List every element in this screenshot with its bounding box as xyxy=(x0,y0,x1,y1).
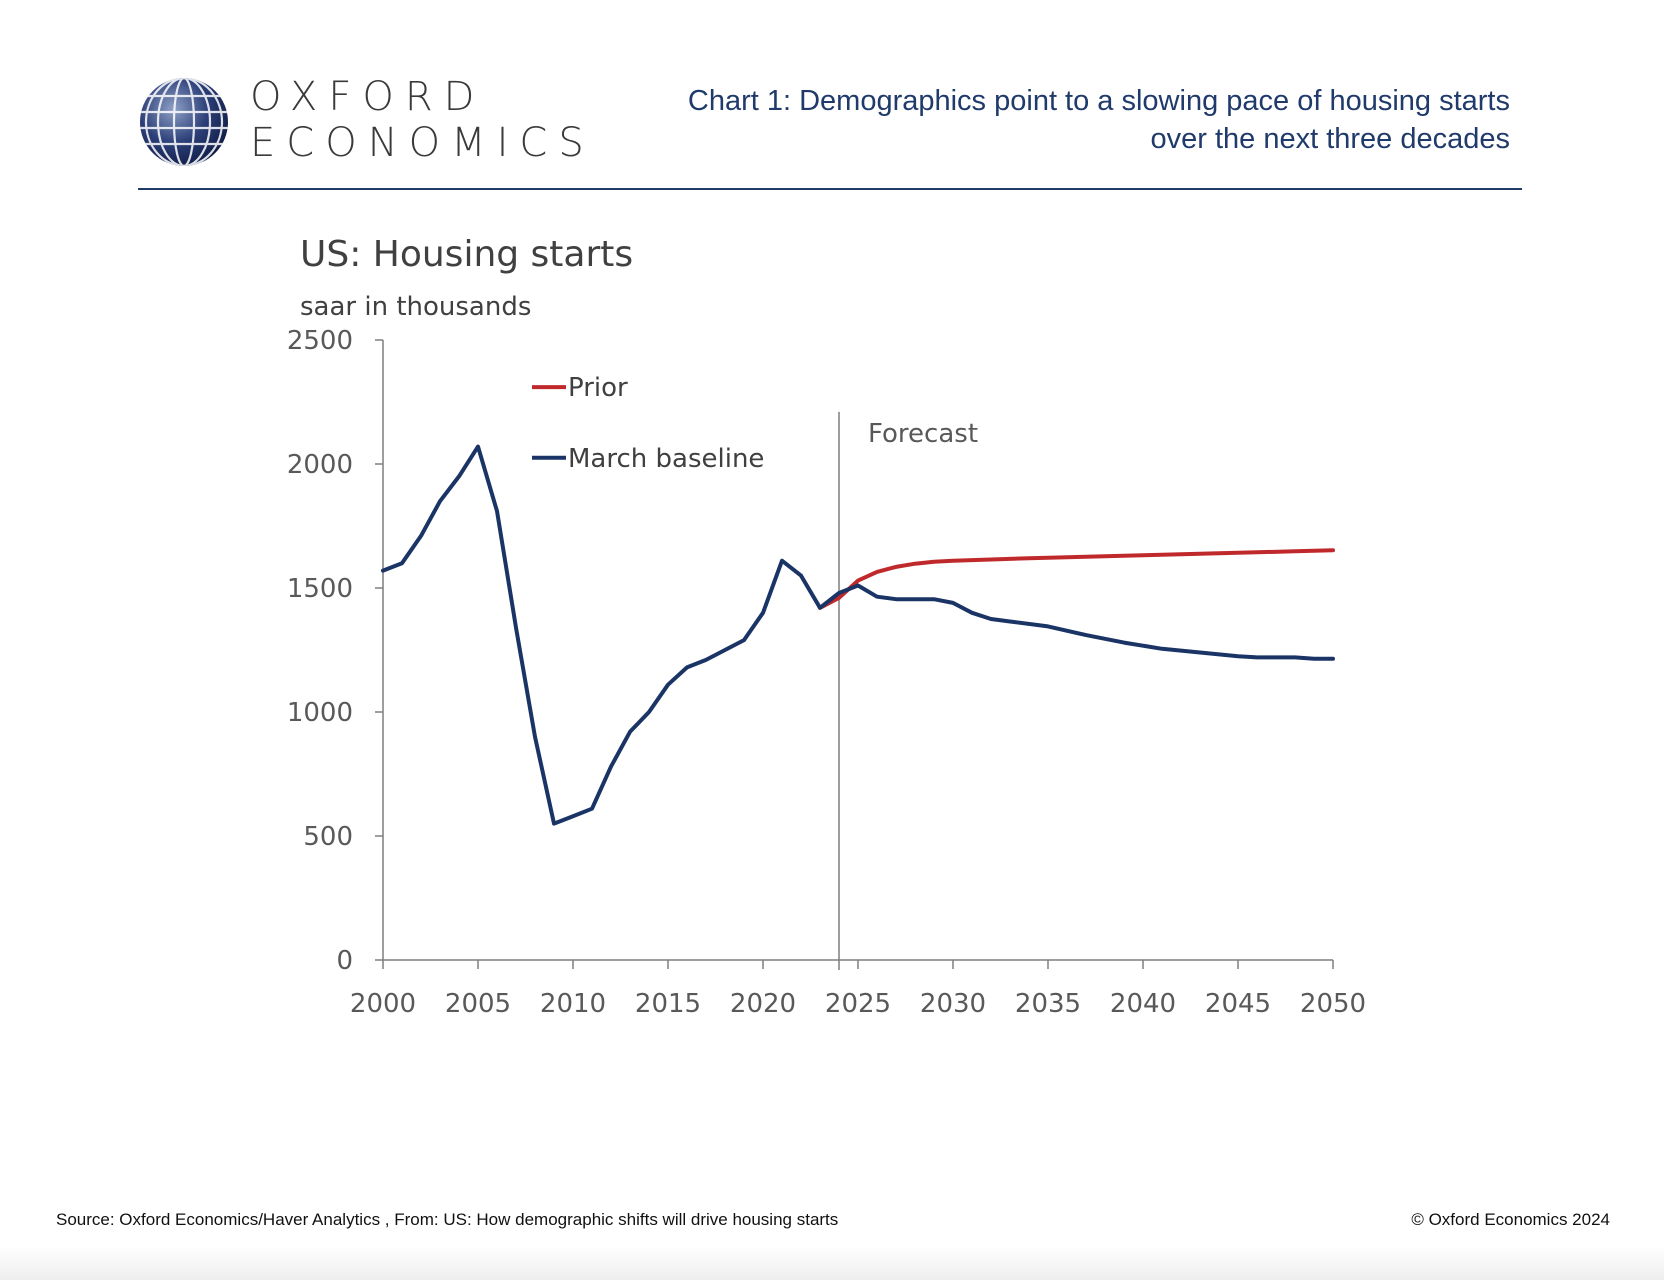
x-tick-label: 2040 xyxy=(1110,989,1176,1019)
chart-subtitle: saar in thousands xyxy=(300,292,531,322)
y-tick-label: 2000 xyxy=(287,450,353,480)
y-tick-label: 1500 xyxy=(287,574,353,604)
page-title-line2: over the next three decades xyxy=(1150,123,1510,155)
y-tick-label: 1000 xyxy=(287,698,353,728)
page-title-line1: Chart 1: Demographics point to a slowing… xyxy=(687,85,1510,117)
x-tick-label: 2035 xyxy=(1015,989,1081,1019)
x-tick-label: 2020 xyxy=(730,989,796,1019)
x-tick-label: 2005 xyxy=(445,989,511,1019)
oxford-economics-logo: OXFORD ECONOMICS xyxy=(138,74,584,174)
x-tick-label: 2000 xyxy=(350,989,416,1019)
x-tick-label: 2030 xyxy=(920,989,986,1019)
chart: US: Housing starts saar in thousands 0 50… xyxy=(0,220,1664,1040)
legend-label-march-baseline: March baseline xyxy=(568,444,764,474)
x-tick-label: 2010 xyxy=(540,989,606,1019)
y-tick-label: 0 xyxy=(336,946,353,976)
bottom-fade xyxy=(0,1246,1664,1280)
x-tick-label: 2045 xyxy=(1205,989,1271,1019)
x-tick-label: 2015 xyxy=(635,989,701,1019)
header: OXFORD ECONOMICS Chart 1: Demographics p… xyxy=(0,0,1664,200)
globe-icon xyxy=(140,78,228,166)
forecast-annotation: Forecast xyxy=(838,411,978,970)
footer-source: Source: Oxford Economics/Haver Analytics… xyxy=(56,1210,839,1229)
y-tick-label: 2500 xyxy=(287,326,353,356)
axes: 0 500 1000 1500 2000 2500 2000 2005 2010 2015 2020… xyxy=(287,326,1366,1019)
x-tick-label: 2050 xyxy=(1300,989,1366,1019)
series-lines xyxy=(381,444,1335,826)
series-line-march-baseline xyxy=(381,444,1335,826)
y-tick-label: 500 xyxy=(303,822,353,852)
legend: Prior March baseline xyxy=(532,373,764,474)
header-divider xyxy=(138,188,1522,190)
logo-wordmark-line1: OXFORD xyxy=(250,74,486,120)
forecast-label: Forecast xyxy=(868,419,978,449)
housing-starts-chart: US: Housing starts saar in thousands 0 50… xyxy=(287,234,1366,1019)
page-title: Chart 1: Demographics point to a slowing… xyxy=(530,82,1510,158)
series-line-prior xyxy=(818,548,1335,610)
legend-label-prior: Prior xyxy=(568,373,628,403)
chart-title: US: Housing starts xyxy=(300,234,633,275)
logo-wordmark-line2: ECONOMICS xyxy=(250,120,595,166)
footer-copyright: © Oxford Economics 2024 xyxy=(1411,1210,1610,1229)
x-tick-label: 2025 xyxy=(825,989,891,1019)
